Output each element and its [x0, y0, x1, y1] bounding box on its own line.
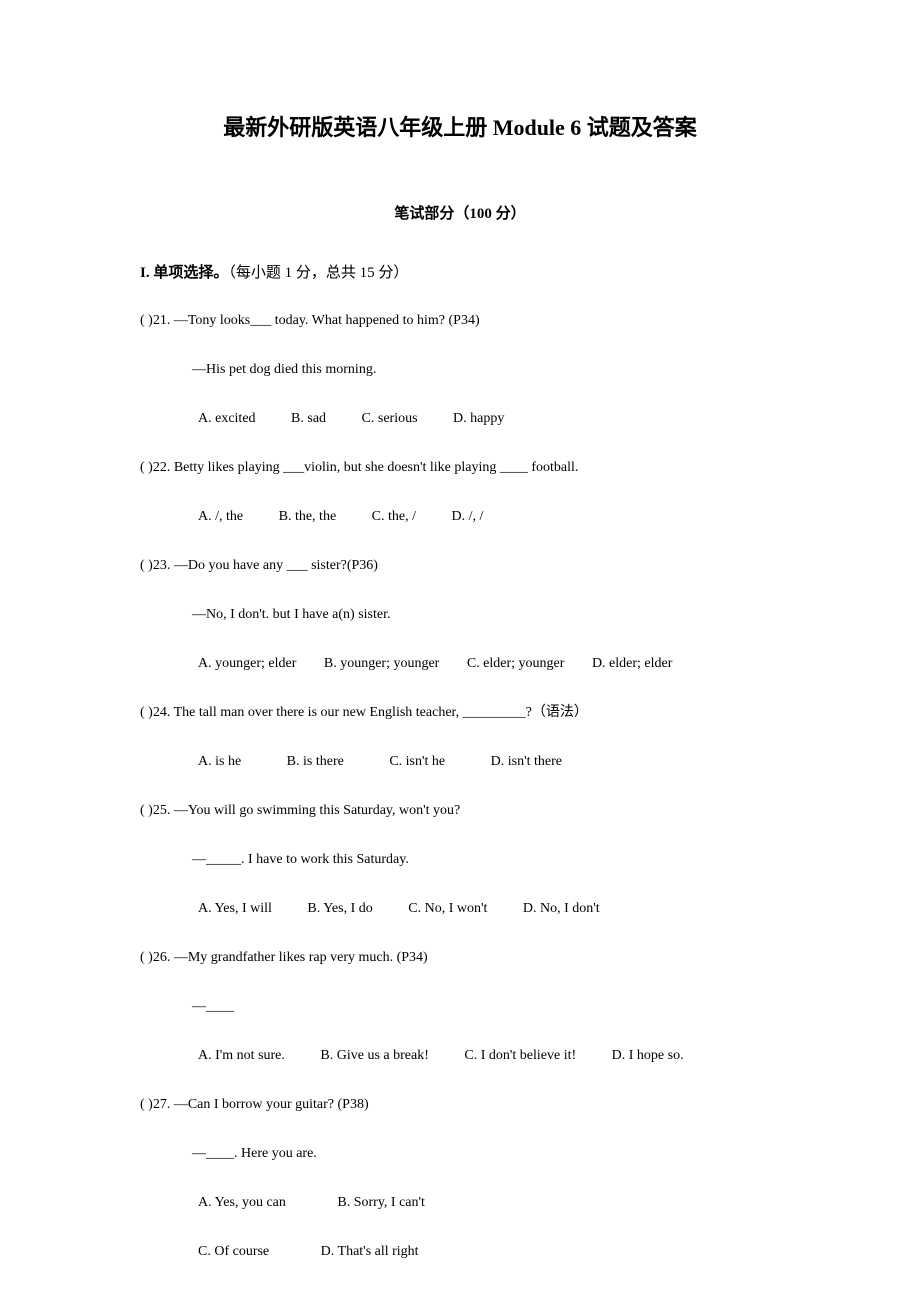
question-number: ( )27. — [140, 1097, 170, 1112]
option-b: B. the, the — [279, 509, 337, 524]
question-text: ( )23. —Do you have any ___ sister?(P36) — [140, 555, 780, 576]
question-text: ( )24. The tall man over there is our ne… — [140, 702, 780, 723]
option-c: C. Of course — [198, 1241, 269, 1262]
option-a: A. I'm not sure. — [198, 1048, 285, 1063]
question-number: ( )22. — [140, 460, 170, 475]
option-a: A. Yes, I will — [198, 901, 272, 916]
option-b: B. Sorry, I can't — [337, 1192, 425, 1213]
option-a: A. /, the — [198, 509, 243, 524]
question-options: A. excited B. sad C. serious D. happy — [140, 408, 780, 429]
question-number: ( )25. — [140, 803, 170, 818]
question-text: ( )21. —Tony looks___ today. What happen… — [140, 310, 780, 331]
option-d: D. elder; elder — [592, 656, 672, 671]
question-number: ( )21. — [140, 313, 170, 328]
question-options: A. Yes, I will B. Yes, I do C. No, I won… — [140, 898, 780, 919]
option-b: B. younger; younger — [324, 656, 439, 671]
question-26: ( )26. —My grandfather likes rap very mu… — [140, 947, 780, 1066]
question-subline: —His pet dog died this morning. — [140, 359, 780, 380]
option-c: C. serious — [362, 411, 418, 426]
section-label: 单项选择。 — [153, 265, 228, 281]
question-options: A. Yes, you can B. Sorry, I can't C. Of … — [140, 1192, 780, 1262]
section-header: I. 单项选择。（每小题 1 分，总共 15 分） — [140, 261, 780, 282]
option-c: C. isn't he — [389, 754, 445, 769]
question-23: ( )23. —Do you have any ___ sister?(P36)… — [140, 555, 780, 674]
question-22: ( )22. Betty likes playing ___violin, bu… — [140, 457, 780, 527]
question-25: ( )25. —You will go swimming this Saturd… — [140, 800, 780, 919]
question-number: ( )24. — [140, 705, 170, 720]
option-d: D. isn't there — [491, 754, 562, 769]
section-note: （每小题 1 分，总共 15 分） — [228, 265, 408, 281]
question-body: The tall man over there is our new Engli… — [174, 705, 588, 720]
question-body: —Can I borrow your guitar? (P38) — [174, 1097, 369, 1112]
question-text: ( )25. —You will go swimming this Saturd… — [140, 800, 780, 821]
option-a: A. excited — [198, 411, 256, 426]
question-27: ( )27. —Can I borrow your guitar? (P38) … — [140, 1094, 780, 1262]
question-subline: —____. Here you are. — [140, 1143, 780, 1164]
subtitle: 笔试部分（100 分） — [140, 202, 780, 223]
option-c: C. elder; younger — [467, 656, 565, 671]
question-subline: —_____. I have to work this Saturday. — [140, 849, 780, 870]
option-c: C. the, / — [372, 509, 416, 524]
option-a: A. younger; elder — [198, 656, 296, 671]
option-d: D. happy — [453, 411, 504, 426]
document-title: 最新外研版英语八年级上册 Module 6 试题及答案 — [140, 110, 780, 142]
option-d: D. /, / — [452, 509, 484, 524]
section-roman: I. — [140, 265, 150, 281]
option-b: B. Give us a break! — [320, 1048, 428, 1063]
option-d: D. That's all right — [321, 1241, 419, 1262]
question-text: ( )22. Betty likes playing ___violin, bu… — [140, 457, 780, 478]
option-b: B. is there — [287, 754, 344, 769]
option-c: C. No, I won't — [408, 901, 487, 916]
option-c: C. I don't believe it! — [464, 1048, 576, 1063]
question-body: Betty likes playing ___violin, but she d… — [174, 460, 579, 475]
question-options: A. I'm not sure. B. Give us a break! C. … — [140, 1045, 780, 1066]
option-a: A. is he — [198, 754, 241, 769]
question-number: ( )26. — [140, 950, 170, 965]
question-body: —You will go swimming this Saturday, won… — [174, 803, 460, 818]
option-b: B. sad — [291, 411, 326, 426]
option-a: A. Yes, you can — [198, 1192, 286, 1213]
question-body: —Do you have any ___ sister?(P36) — [174, 558, 378, 573]
question-21: ( )21. —Tony looks___ today. What happen… — [140, 310, 780, 429]
question-body: —Tony looks___ today. What happened to h… — [174, 313, 480, 328]
question-subline: —____ — [140, 996, 780, 1017]
question-options: A. is he B. is there C. isn't he D. isn'… — [140, 751, 780, 772]
option-d: D. No, I don't — [523, 901, 600, 916]
question-text: ( )26. —My grandfather likes rap very mu… — [140, 947, 780, 968]
question-options: A. younger; elder B. younger; younger C.… — [140, 653, 780, 674]
question-24: ( )24. The tall man over there is our ne… — [140, 702, 780, 772]
question-text: ( )27. —Can I borrow your guitar? (P38) — [140, 1094, 780, 1115]
question-subline: —No, I don't. but I have a(n) sister. — [140, 604, 780, 625]
option-d: D. I hope so. — [612, 1048, 684, 1063]
question-options: A. /, the B. the, the C. the, / D. /, / — [140, 506, 780, 527]
question-body: —My grandfather likes rap very much. (P3… — [174, 950, 428, 965]
question-number: ( )23. — [140, 558, 170, 573]
option-b: B. Yes, I do — [307, 901, 372, 916]
